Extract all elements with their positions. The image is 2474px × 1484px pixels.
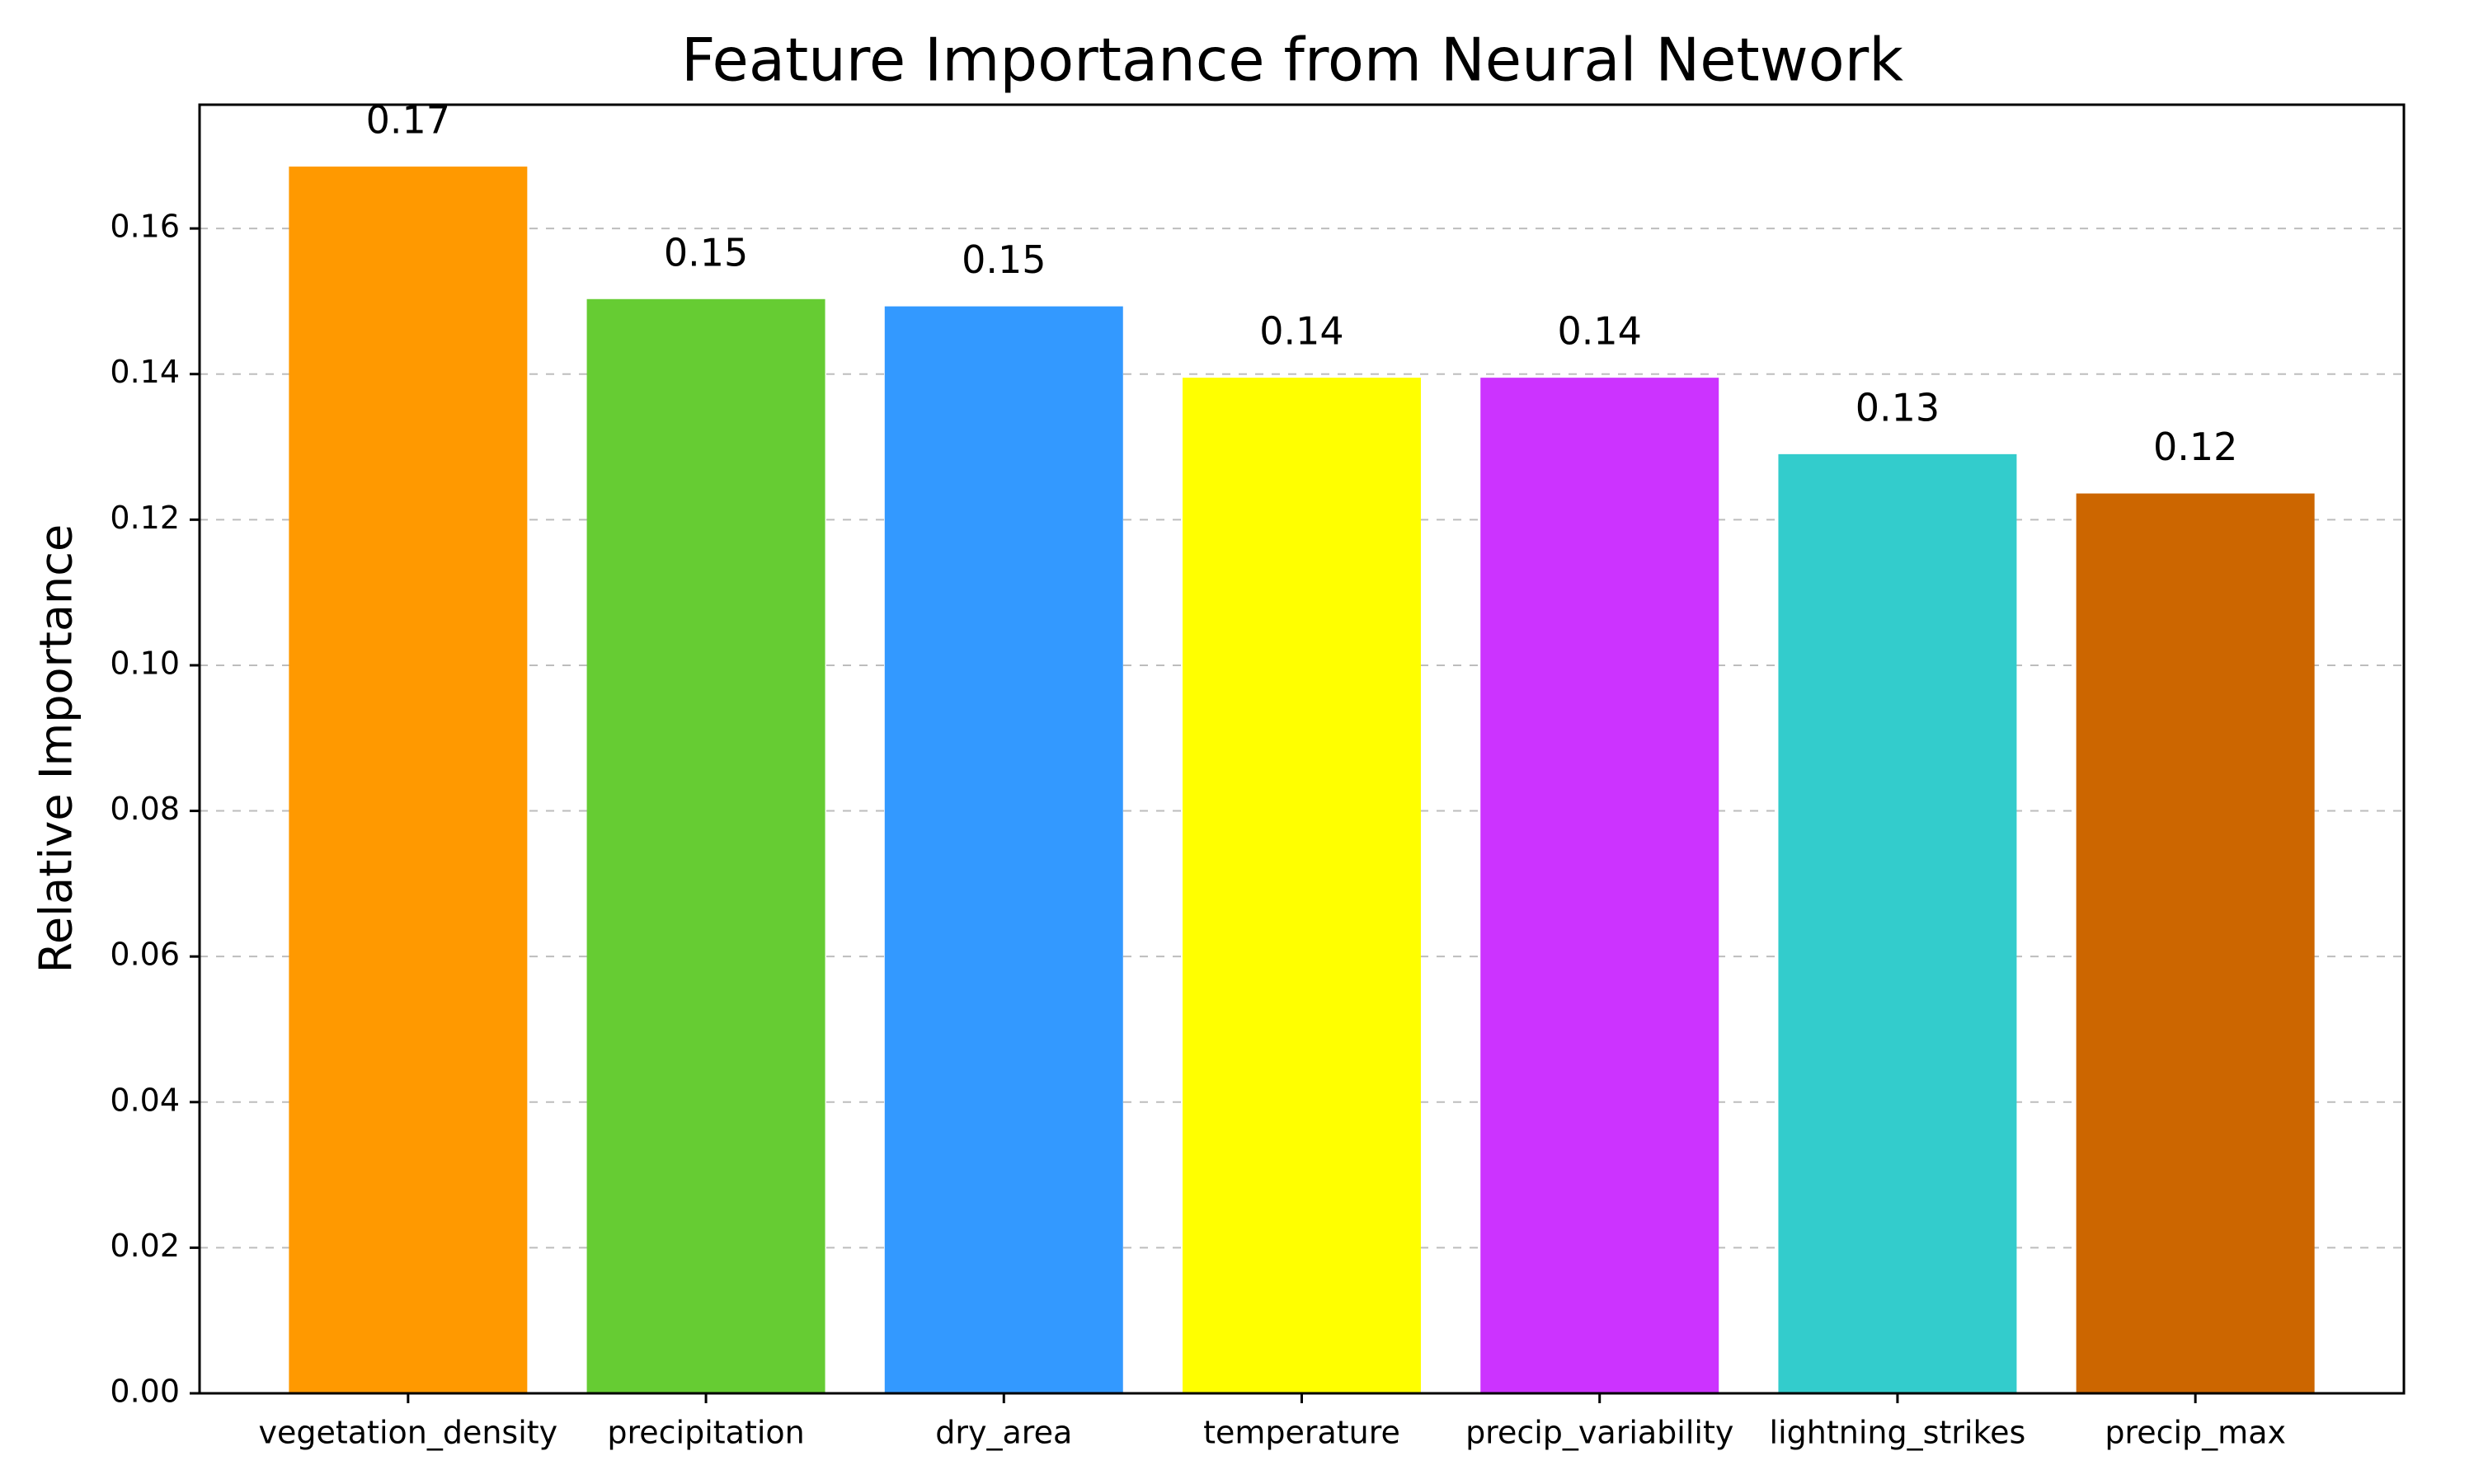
y-tick-label: 0.08 — [110, 791, 180, 827]
x-tick-label-dry_area: dry_area — [935, 1415, 1072, 1451]
x-tick-label-precip_max: precip_max — [2105, 1415, 2286, 1451]
y-tick-label: 0.04 — [110, 1082, 180, 1118]
data-label-precipitation: 0.15 — [664, 230, 748, 275]
data-label-precip_variability: 0.14 — [1558, 309, 1642, 354]
gridlines — [200, 228, 2404, 1249]
axes — [190, 103, 2406, 1403]
y-tick-label: 0.16 — [110, 209, 180, 245]
data-label-vegetation_density: 0.17 — [366, 98, 450, 143]
bar-precipitation — [586, 298, 825, 1394]
bar-precip_variability — [1480, 378, 1719, 1394]
bar-lightning_strikes — [1778, 453, 2017, 1393]
x-tick-label-temperature: temperature — [1203, 1415, 1400, 1451]
y-tick-label: 0.10 — [110, 645, 180, 681]
y-tick-label: 0.12 — [110, 500, 180, 536]
data-label-precip_max: 0.12 — [2153, 425, 2237, 469]
y-tick-label: 0.00 — [110, 1374, 180, 1410]
bar-dry_area — [884, 306, 1123, 1393]
x-tick-label-precip_variability: precip_variability — [1465, 1415, 1733, 1451]
data-label-temperature: 0.14 — [1259, 309, 1343, 354]
x-tick-label-vegetation_density: vegetation_density — [259, 1415, 558, 1451]
x-tick-label-lightning_strikes: lightning_strikes — [1770, 1415, 2026, 1451]
data-label-lightning_strikes: 0.13 — [1856, 385, 1940, 430]
x-tick-label-precipitation: precipitation — [607, 1415, 804, 1451]
y-tick-label: 0.02 — [110, 1228, 180, 1264]
bars — [289, 167, 2315, 1394]
labels: 0.00 0.02 0.04 0.06 0.08 0.10 0.12 0.14 0.16 0.17… — [110, 98, 2286, 1451]
data-label-dry_area: 0.15 — [962, 237, 1046, 282]
plot-frame — [198, 103, 2406, 1395]
y-tick-label: 0.06 — [110, 937, 180, 973]
y-axis-label: Relative Importance — [31, 524, 82, 973]
bar-precip_max — [2076, 493, 2315, 1394]
bar-vegetation_density — [289, 167, 528, 1393]
chart-title: Feature Importance from Neural Network — [681, 26, 1903, 95]
bar-temperature — [1183, 378, 1421, 1394]
y-tick-label: 0.14 — [110, 354, 180, 390]
